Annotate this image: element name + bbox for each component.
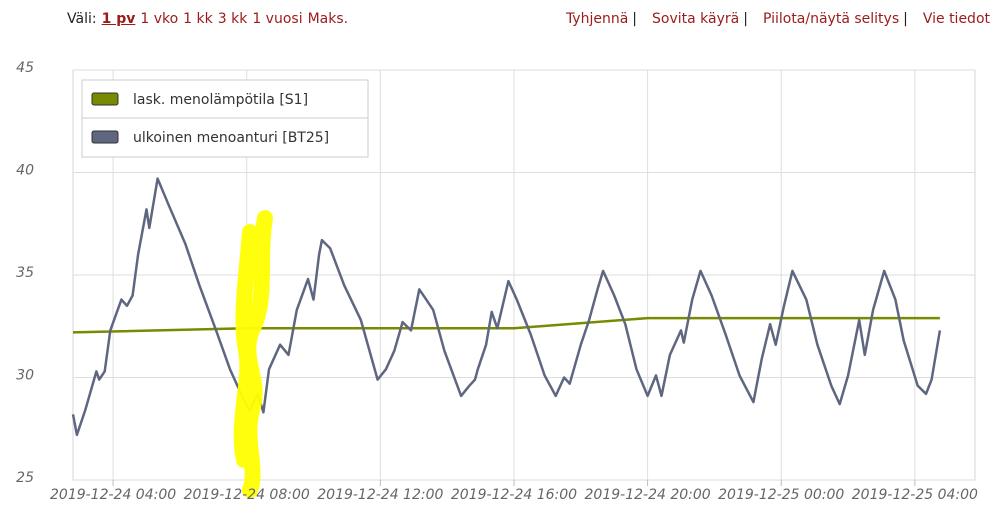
legend-swatch <box>91 130 119 144</box>
action-link[interactable]: Sovita käyrä <box>652 11 740 27</box>
x-tick-label: 2019-12-24 12:00 <box>317 487 443 503</box>
y-tick-label: 25 <box>16 470 34 486</box>
x-tick-label: 2019-12-25 00:00 <box>718 487 844 503</box>
x-tick-label: 2019-12-24 16:00 <box>451 487 577 503</box>
range-label: Väli: <box>67 11 97 27</box>
y-tick-label: 35 <box>16 265 34 281</box>
range-link[interactable]: Maks. <box>307 11 349 27</box>
range-link[interactable]: 1 vuosi <box>252 11 303 27</box>
y-tick-label: 30 <box>16 368 34 384</box>
separator: | <box>903 11 908 27</box>
legend-label: lask. menolämpötila [S1] <box>133 92 308 108</box>
y-tick-label: 45 <box>16 60 34 76</box>
range-link[interactable]: 3 kk <box>217 11 248 27</box>
series-line <box>72 316 940 334</box>
legend-label: ulkoinen menoanturi [BT25] <box>133 130 329 146</box>
series-line <box>71 177 942 437</box>
y-tick-label: 40 <box>16 163 34 179</box>
action-link[interactable]: Vie tiedot <box>922 11 990 27</box>
action-link[interactable]: Tyhjennä <box>565 11 629 27</box>
separator: | <box>632 11 638 27</box>
range-selector: Väli: 1 pv 1 vko 1 kk 3 kk 1 vuosi Maks. <box>67 11 348 27</box>
x-tick-label: 2019-12-24 04:00 <box>50 487 176 503</box>
x-tick-label: 2019-12-24 08:00 <box>184 487 310 503</box>
highlight-annotation <box>233 210 273 498</box>
separator: | <box>743 11 748 27</box>
x-tick-label: 2019-12-24 20:00 <box>585 487 711 503</box>
x-tick-label: 2019-12-25 04:00 <box>852 487 978 503</box>
legend-swatch <box>91 92 119 106</box>
range-link[interactable]: 1 vko <box>140 11 179 27</box>
range-link[interactable]: 1 pv <box>101 11 136 27</box>
range-link[interactable]: 1 kk <box>183 11 213 27</box>
action-links: Tyhjennä | Sovita käyrä | Piilota/näytä seli… <box>561 11 990 27</box>
action-link[interactable]: Piilota/näytä selitys <box>762 11 900 27</box>
toolbar: Väli: 1 pv 1 vko 1 kk 3 kk 1 vuosi Maks. Tyhje… <box>0 11 1007 31</box>
